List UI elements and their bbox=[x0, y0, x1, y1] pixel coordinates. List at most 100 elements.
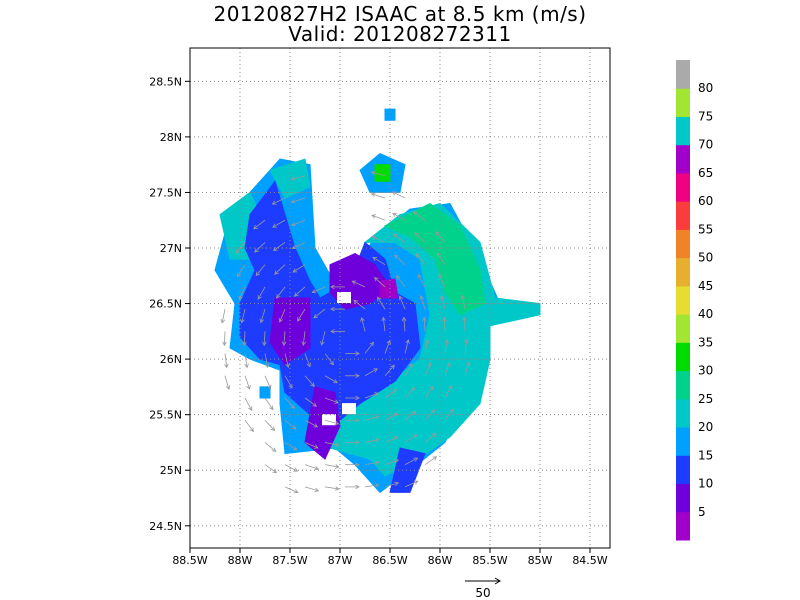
wind-vector-head bbox=[272, 246, 278, 251]
wind-vector bbox=[420, 295, 426, 310]
wind-vector bbox=[393, 234, 406, 243]
speed-region bbox=[269, 297, 311, 366]
wind-vector bbox=[324, 397, 339, 404]
wind-vector bbox=[444, 408, 454, 421]
reference-vector: 50 bbox=[465, 577, 501, 600]
wind-vector bbox=[464, 362, 470, 376]
wind-vector bbox=[254, 242, 266, 253]
wind-vector bbox=[291, 197, 306, 203]
wind-vector-head bbox=[225, 385, 231, 391]
wind-vector bbox=[238, 286, 246, 300]
wind-vector bbox=[384, 482, 399, 488]
wind-vector bbox=[423, 317, 426, 332]
wind-vector bbox=[224, 353, 228, 368]
wind-vector bbox=[377, 297, 386, 310]
wind-vector bbox=[396, 275, 406, 288]
wind-vector bbox=[364, 368, 378, 377]
wind-vector bbox=[302, 331, 306, 346]
wind-vector-head bbox=[369, 341, 374, 347]
colorbar-swatch bbox=[676, 398, 690, 428]
reference-vector-label: 50 bbox=[475, 586, 490, 600]
wind-vector-head bbox=[249, 427, 254, 433]
wind-vector-head bbox=[444, 338, 449, 344]
wind-vector-head bbox=[290, 176, 296, 181]
reference-arrow-head bbox=[494, 577, 501, 585]
wind-vector-head bbox=[374, 438, 380, 443]
wind-vector-head bbox=[293, 467, 299, 472]
wind-vector bbox=[284, 353, 289, 368]
wind-vector bbox=[273, 242, 286, 251]
wind-vector-head bbox=[394, 254, 399, 260]
wind-vector bbox=[424, 409, 435, 421]
wind-vector-head bbox=[371, 214, 376, 219]
wind-vector-head bbox=[355, 440, 360, 445]
colorbar-swatch bbox=[676, 455, 690, 485]
wind-vector-head bbox=[255, 271, 261, 277]
wind-vector bbox=[291, 219, 306, 226]
wind-vector-head bbox=[449, 408, 454, 414]
wind-vector-head bbox=[355, 395, 360, 401]
wind-vector-head bbox=[222, 341, 227, 347]
colorbar-swatch bbox=[676, 88, 690, 117]
wind-vector bbox=[435, 231, 446, 243]
colorbar-swatch bbox=[676, 201, 690, 230]
colorbar-swatch bbox=[676, 285, 690, 315]
wind-vector bbox=[284, 442, 298, 451]
missing-data-gap bbox=[342, 403, 356, 415]
wind-vector-head bbox=[269, 405, 274, 411]
x-tick-label: 88.5W bbox=[172, 554, 207, 567]
colorbar-swatch bbox=[676, 427, 690, 456]
wind-vector-head bbox=[306, 362, 311, 368]
wind-vector bbox=[371, 214, 386, 221]
wind-vector bbox=[324, 442, 339, 446]
wind-vector bbox=[276, 286, 286, 299]
wind-vector-head bbox=[293, 489, 299, 494]
wind-vector bbox=[404, 411, 417, 421]
wind-vector-head bbox=[248, 406, 253, 411]
wind-vector-head bbox=[392, 212, 397, 217]
wind-vector-head bbox=[373, 368, 378, 373]
wind-vector-head bbox=[386, 339, 391, 345]
wind-vector bbox=[274, 264, 286, 275]
wind-vector bbox=[364, 392, 379, 399]
wind-vector-head bbox=[311, 289, 317, 294]
wind-vector-head bbox=[401, 316, 407, 322]
wind-vector-head bbox=[410, 387, 416, 392]
wind-vector-head bbox=[281, 341, 287, 347]
wind-vector-head bbox=[291, 425, 297, 430]
x-tick-label: 87.5W bbox=[272, 554, 307, 567]
wind-vector-head bbox=[438, 273, 443, 279]
wind-vector-head bbox=[419, 294, 424, 300]
wind-vector bbox=[371, 193, 386, 199]
wind-vector bbox=[264, 375, 271, 389]
wind-vector-head bbox=[285, 363, 290, 368]
wind-vector-head bbox=[334, 464, 340, 469]
wind-vector bbox=[461, 295, 466, 310]
wind-vector-head bbox=[448, 385, 453, 390]
colorbar-label: 35 bbox=[698, 335, 713, 349]
wind-vector-head bbox=[413, 457, 419, 462]
wind-vector-head bbox=[393, 436, 399, 441]
x-tick-label: 87W bbox=[328, 554, 353, 567]
wind-vector-head bbox=[254, 248, 259, 253]
wind-vector-head bbox=[330, 284, 335, 290]
wind-vector bbox=[264, 442, 276, 452]
wind-vector bbox=[324, 464, 339, 468]
colorbar-label: 50 bbox=[698, 251, 713, 265]
wind-vector bbox=[284, 397, 295, 409]
x-tick-label: 86.5W bbox=[372, 554, 407, 567]
wind-vector-head bbox=[398, 295, 403, 301]
wind-vector bbox=[392, 191, 406, 199]
missing-data-gap bbox=[337, 292, 351, 303]
wind-vector bbox=[441, 295, 446, 310]
wind-vector-head bbox=[374, 392, 379, 397]
wind-vector-head bbox=[413, 211, 418, 216]
wind-vector-head bbox=[244, 363, 249, 369]
wind-vector-head bbox=[390, 364, 395, 370]
wind-vector-head bbox=[291, 244, 297, 250]
wind-vector bbox=[364, 342, 374, 354]
wind-vector bbox=[292, 264, 306, 273]
colorbar-label: 65 bbox=[698, 166, 713, 180]
wind-vector bbox=[324, 375, 338, 384]
wind-vector bbox=[272, 219, 286, 228]
